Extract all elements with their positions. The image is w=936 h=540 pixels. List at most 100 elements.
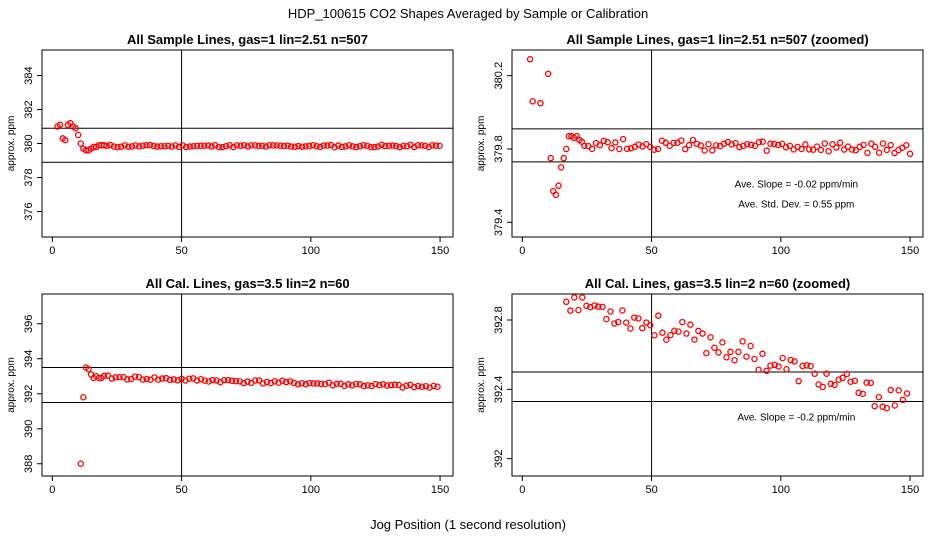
data-point <box>391 381 399 388</box>
data-point <box>186 143 194 150</box>
data-point <box>727 348 734 356</box>
data-point <box>143 141 150 149</box>
data-point <box>376 381 383 389</box>
data-point <box>139 142 147 149</box>
data-point <box>787 356 794 364</box>
data-point <box>385 142 393 149</box>
x-tick-label: 0 <box>49 245 55 257</box>
x-tick-label: 100 <box>772 484 790 496</box>
y-tick-label: 392.8 <box>493 306 505 334</box>
data-point <box>807 362 814 370</box>
data-point <box>273 142 280 149</box>
panel-title: All Sample Lines, gas=1 lin=2.51 n=507 (… <box>566 32 868 47</box>
data-point <box>371 143 378 151</box>
data-point <box>779 354 786 362</box>
x-tick-label: 150 <box>901 245 919 257</box>
y-tick-label: 396 <box>23 315 35 333</box>
data-point <box>552 191 560 199</box>
data-point <box>266 141 273 149</box>
data-point <box>705 140 712 148</box>
data-point <box>879 140 887 147</box>
data-point <box>571 294 578 301</box>
data-point <box>871 143 879 151</box>
data-point <box>825 147 832 155</box>
data-point <box>95 374 103 382</box>
data-point <box>596 141 604 149</box>
y-tick-label: 379.8 <box>493 135 505 163</box>
data-point <box>747 141 755 149</box>
data-point <box>614 318 622 326</box>
data-point <box>353 143 360 151</box>
data-point <box>374 143 382 150</box>
data-point <box>555 182 562 189</box>
data-point <box>827 380 834 388</box>
data-point <box>284 142 291 149</box>
data-point <box>252 377 259 384</box>
y-tick-label: 390 <box>23 420 35 438</box>
data-point <box>547 154 555 162</box>
data-point <box>799 362 806 370</box>
data-point <box>379 381 387 388</box>
data-point <box>859 390 867 398</box>
data-point <box>269 142 277 149</box>
y-tick-label: 376 <box>23 202 35 220</box>
data-point <box>647 321 654 329</box>
data-point <box>537 99 544 107</box>
data-point <box>175 143 183 151</box>
data-point <box>222 142 230 150</box>
data-point <box>74 131 82 139</box>
data-point <box>731 356 738 364</box>
y-tick-label: 379.4 <box>493 209 505 237</box>
data-point <box>251 142 259 149</box>
data-point <box>895 387 902 394</box>
plot-frame <box>511 293 924 477</box>
data-point <box>77 460 85 467</box>
x-tick-label: 150 <box>431 484 449 496</box>
data-point <box>106 141 114 149</box>
data-point <box>603 315 610 323</box>
data-point <box>367 143 375 151</box>
data-point <box>219 143 226 151</box>
data-point <box>132 142 139 149</box>
panel-1: All Sample Lines, gas=1 lin=2.51 n=507 0 5… <box>6 32 454 257</box>
data-point <box>383 382 391 389</box>
data-point <box>298 379 306 387</box>
y-tick-label: 382 <box>23 100 35 118</box>
data-point <box>237 142 244 149</box>
data-point <box>329 382 337 389</box>
data-point <box>809 146 817 153</box>
data-point <box>608 144 615 152</box>
data-point <box>887 386 894 394</box>
y-axis-label: approx. ppm <box>6 116 17 172</box>
data-point <box>116 373 123 381</box>
data-point <box>795 377 802 385</box>
data-point <box>852 147 860 154</box>
panel-title: All Cal. Lines, gas=3.5 lin=2 n=60 <box>145 276 349 291</box>
data-point <box>172 142 179 149</box>
data-point <box>563 298 570 306</box>
data-point <box>791 358 798 365</box>
data-point <box>786 142 794 150</box>
data-point <box>77 140 85 147</box>
data-point <box>763 367 770 375</box>
data-point <box>782 144 790 151</box>
data-point <box>529 98 536 105</box>
data-point <box>157 142 165 150</box>
data-point <box>883 404 891 412</box>
data-point <box>623 319 630 326</box>
data-point <box>158 375 166 382</box>
data-point <box>906 150 914 158</box>
data-point <box>128 143 136 150</box>
data-point <box>396 143 404 151</box>
data-point <box>728 141 735 148</box>
data-point <box>434 383 441 390</box>
data-point <box>146 141 154 149</box>
data-point <box>651 332 658 339</box>
data-point <box>403 382 410 389</box>
data-point <box>356 142 364 150</box>
data-point <box>855 389 862 397</box>
data-point <box>759 138 766 145</box>
data-point <box>302 143 309 150</box>
x-tick-label: 100 <box>302 484 320 496</box>
data-point <box>639 324 646 332</box>
